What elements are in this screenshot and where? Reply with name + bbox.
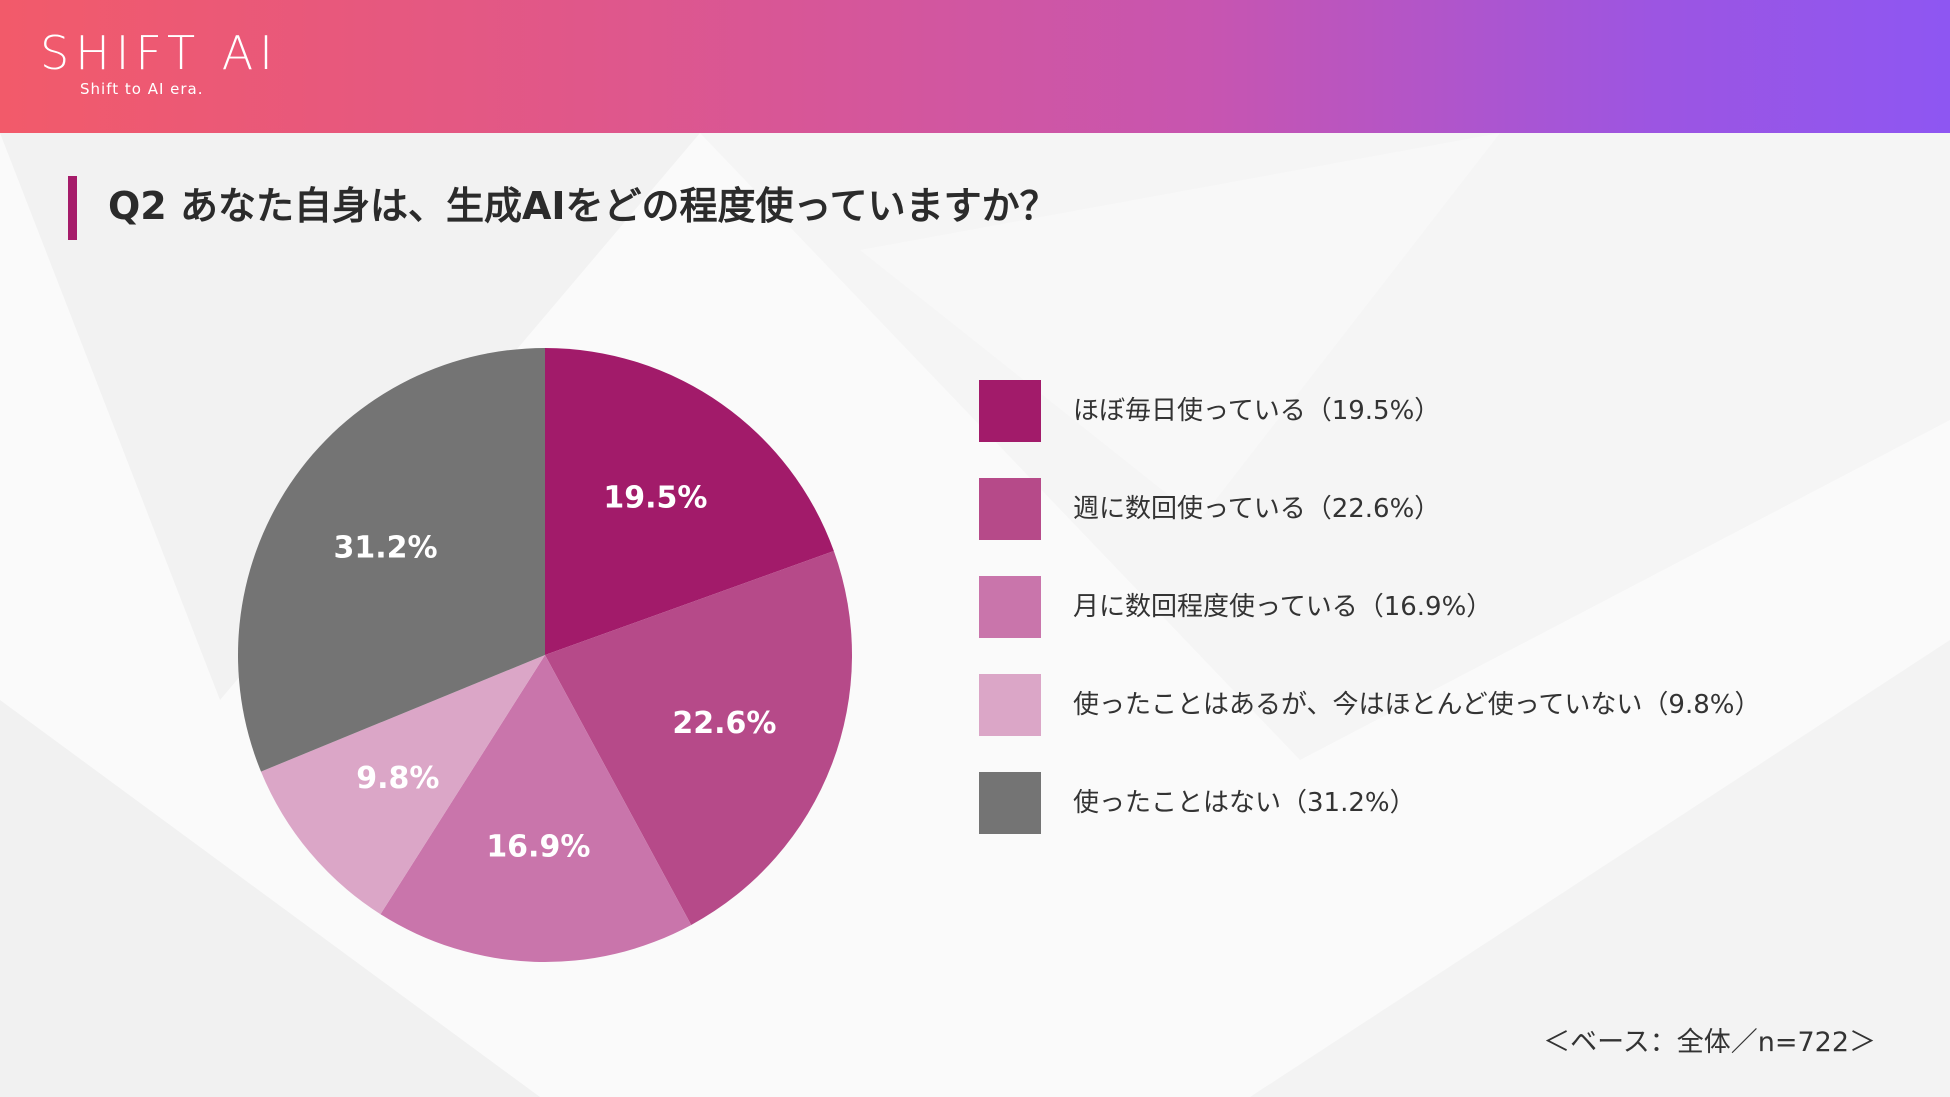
pie-data-label: 19.5%: [603, 480, 707, 515]
pie-slice: [238, 348, 545, 772]
legend-swatch: [979, 380, 1041, 442]
legend-label: ほぼ毎日使っている（19.5%）: [1073, 396, 1441, 426]
logo-tagline: Shift to AI era.: [80, 80, 204, 98]
pie-data-label: 16.9%: [486, 829, 590, 864]
legend-label: 使ったことはあるが、今はほとんど使っていない（9.8%）: [1073, 690, 1761, 720]
title-accent-bar: [68, 176, 77, 240]
legend-label: 使ったことはない（31.2%）: [1073, 788, 1416, 818]
pie-slice: [380, 655, 692, 962]
legend-label: 週に数回使っている（22.6%）: [1073, 494, 1441, 524]
pie-slice: [545, 551, 853, 925]
legend-swatch: [979, 674, 1041, 736]
legend-swatch: [979, 478, 1041, 540]
pie-slice: [545, 348, 834, 655]
pie-data-label: 9.8%: [356, 761, 439, 796]
logo-title: SHIFT AI: [40, 26, 279, 80]
shift-ai-logo: SHIFT AI Shift to AI era.: [40, 28, 279, 98]
legend-swatch: [979, 576, 1041, 638]
pie-data-label: 31.2%: [333, 531, 437, 566]
pie-slice: [261, 655, 545, 915]
page-title: Q2 あなた自身は、生成AIをどの程度使っていますか？: [108, 184, 1058, 228]
base-note: ＜ベース：全体／n=722＞: [1543, 1027, 1876, 1058]
header-banner: SHIFT AI Shift to AI era.: [0, 0, 1950, 133]
legend-label: 月に数回程度使っている（16.9%）: [1073, 592, 1493, 622]
pie-data-label: 22.6%: [672, 706, 776, 741]
legend-swatch: [979, 772, 1041, 834]
